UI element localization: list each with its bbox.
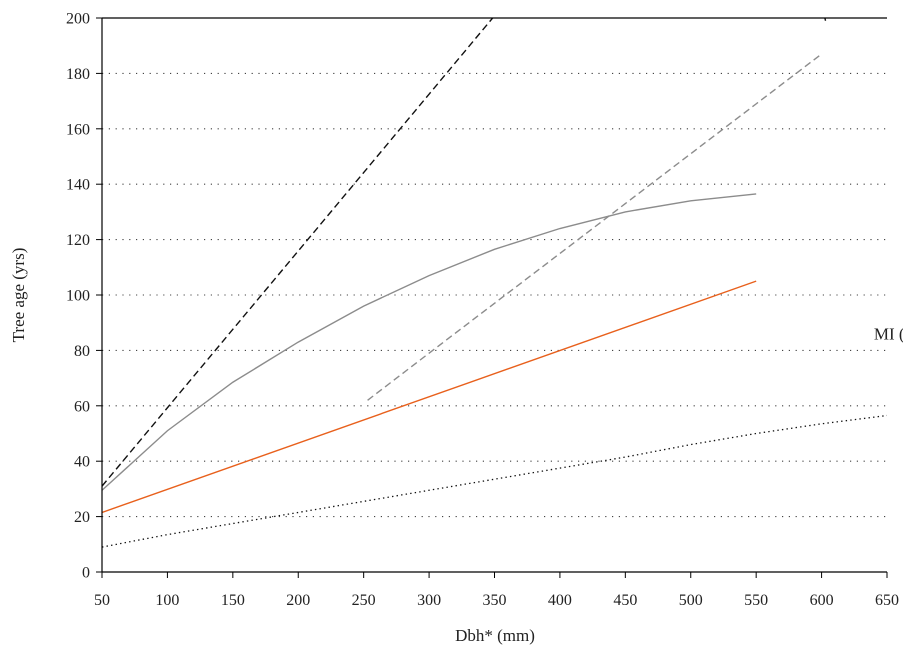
x-axis-title: Dbh* (mm): [455, 626, 535, 645]
x-tick-label-150: 150: [221, 592, 245, 609]
x-tick-label-450: 450: [613, 592, 637, 609]
x-tick-label-100: 100: [155, 592, 179, 609]
y-tick-label-60: 60: [74, 398, 90, 415]
series-line-mi: [102, 18, 827, 487]
y-tick-label-160: 160: [66, 121, 90, 138]
series-line-nh: [102, 193, 757, 491]
y-axis-title: Tree age (yrs): [9, 248, 28, 343]
x-tick-label-600: 600: [810, 592, 834, 609]
y-tick-label-120: 120: [66, 232, 90, 249]
x-tick-label-350: 350: [483, 592, 507, 609]
x-tick-label-500: 500: [679, 592, 703, 609]
x-tick-label-300: 300: [417, 592, 441, 609]
y-tick-label-180: 180: [66, 66, 90, 83]
x-tick-label-400: 400: [548, 592, 572, 609]
y-tick-label-0: 0: [82, 565, 90, 582]
y-tick-label-200: 200: [66, 11, 90, 28]
y-tick-label-140: 140: [66, 177, 90, 194]
series-layer: [102, 18, 887, 548]
x-tick-label-50: 50: [94, 592, 110, 609]
axes: [96, 17, 888, 578]
y-tick-label-100: 100: [66, 288, 90, 305]
y-tick-label-20: 20: [74, 509, 90, 526]
series-line-ny: [102, 414, 887, 548]
x-tick-label-650: 650: [875, 592, 899, 609]
y-tick-label-80: 80: [74, 343, 90, 360]
x-tick-label-200: 200: [286, 592, 310, 609]
y-tick-label-40: 40: [74, 454, 90, 471]
tick-labels: 0 20 40 60 80 100 120 140 160 180 200 50 100 150 200 25…: [66, 11, 899, 610]
series-label-mi: MI (r2 = 0.88): [874, 321, 903, 343]
x-tick-label-550: 550: [744, 592, 768, 609]
x-tick-label-250: 250: [352, 592, 376, 609]
series-line-wi: [367, 53, 823, 401]
gridlines: [102, 72, 887, 518]
series-line-fia: [102, 280, 757, 514]
series-labels: MI (r2 = 0.88)WI (r2 = 0.64)NH (r2 = 0.4…: [874, 321, 903, 343]
